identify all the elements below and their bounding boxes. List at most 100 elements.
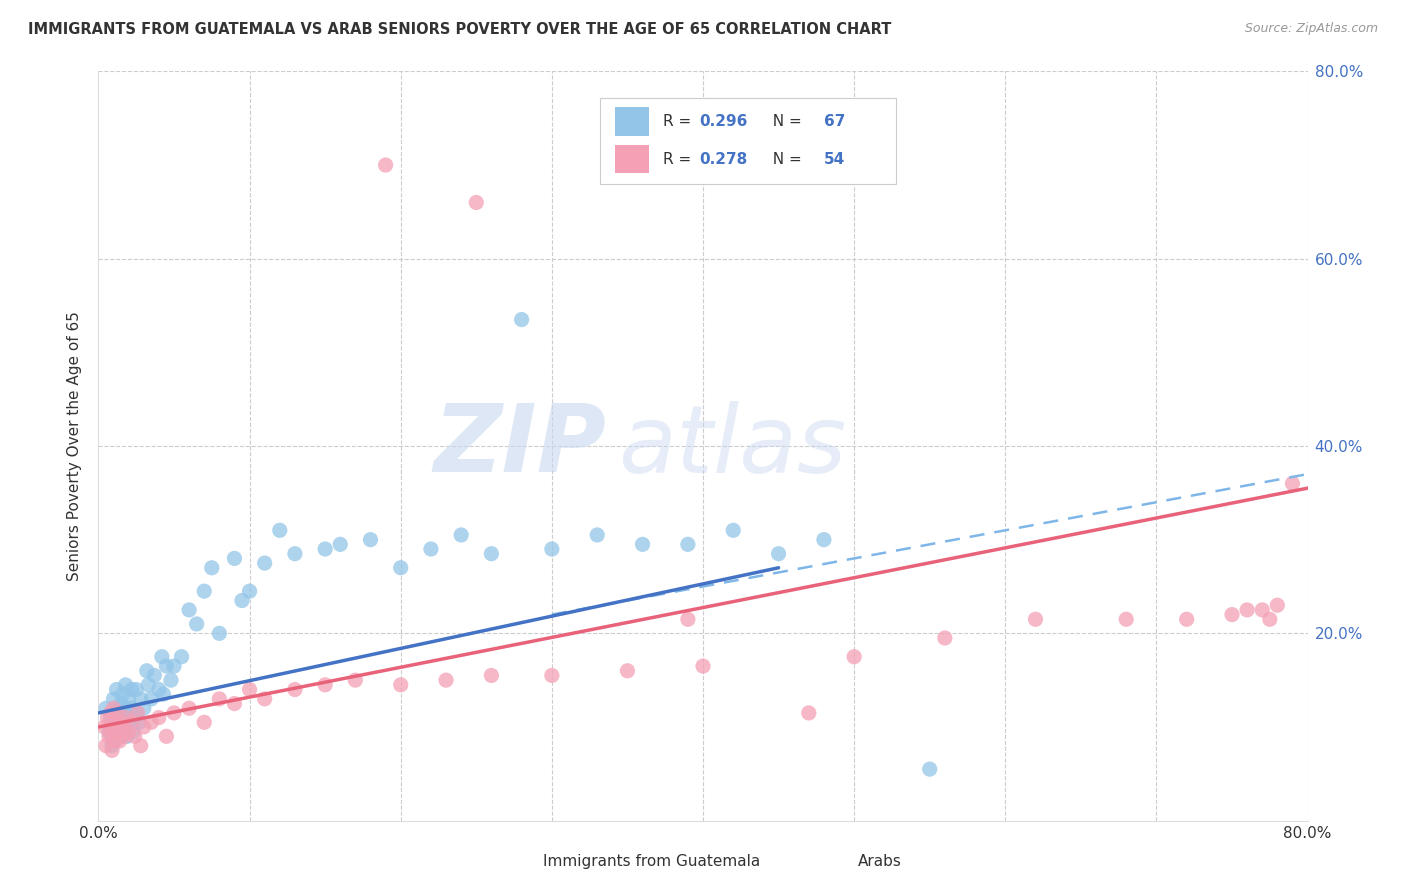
Point [155,730,177,744]
Point [136,678,159,692]
Point [135,664,157,678]
Y-axis label: Seniors Poverty Over the Age of 65: Seniors Poverty Over the Age of 65 [67,311,83,581]
Text: R =: R = [664,114,696,129]
Point [121,701,143,715]
Point [148,682,170,697]
Text: Immigrants from Guatemala: Immigrants from Guatemala [543,855,761,870]
Point [107,701,129,715]
Point [389,678,412,692]
Point [692,659,714,673]
Point [540,668,562,682]
Point [253,692,276,706]
Point [253,556,276,570]
Point [231,593,253,607]
Point [152,687,174,701]
Point [104,734,127,748]
Point [155,659,177,673]
Point [111,724,134,739]
Point [389,561,412,575]
Point [108,715,131,730]
Point [1251,603,1274,617]
Point [118,724,141,739]
Point [314,542,336,557]
Point [723,524,745,538]
Text: 54: 54 [824,152,845,167]
Point [329,537,352,551]
Point [143,668,166,682]
Point [110,697,132,711]
Point [129,739,152,753]
Point [813,533,835,547]
Text: N =: N = [763,152,807,167]
Point [434,673,457,688]
Point [107,720,129,734]
Point [360,533,382,547]
Point [160,673,183,688]
Point [112,730,135,744]
Point [344,673,367,688]
Point [163,706,186,720]
Point [114,678,136,692]
Point [224,697,246,711]
Point [94,739,117,753]
Point [208,692,231,706]
Point [105,706,128,720]
Point [111,710,134,724]
Point [101,743,124,757]
Point [374,158,396,172]
Point [797,706,820,720]
Point [186,617,208,632]
Point [481,547,503,561]
Point [96,710,118,724]
Text: Arabs: Arabs [858,855,901,870]
Point [98,730,121,744]
Point [114,701,136,715]
FancyBboxPatch shape [503,848,534,875]
Point [586,528,609,542]
Point [141,715,163,730]
FancyBboxPatch shape [818,848,848,875]
Point [108,734,131,748]
Point [1281,476,1303,491]
Point [1220,607,1243,622]
Point [111,687,134,701]
Text: N =: N = [763,114,807,129]
FancyBboxPatch shape [614,145,648,173]
Point [100,724,122,739]
Point [420,542,443,557]
Point [125,682,148,697]
Point [94,701,117,715]
Point [127,706,149,720]
Point [103,701,125,715]
Point [122,724,145,739]
Point [1024,612,1046,626]
Point [120,715,142,730]
Point [114,710,136,724]
Point [98,724,121,739]
Point [1236,603,1258,617]
Text: 67: 67 [824,114,845,129]
Point [105,724,128,739]
Point [768,547,790,561]
Point [481,668,503,682]
Point [676,537,699,551]
Point [110,715,132,730]
Point [103,692,125,706]
Point [193,715,215,730]
Point [129,692,152,706]
Point [100,706,122,720]
Point [93,720,115,734]
Point [150,649,173,664]
Point [141,692,163,706]
Point [121,682,143,697]
FancyBboxPatch shape [600,97,897,184]
Point [105,682,128,697]
Point [107,724,129,739]
Point [118,706,141,720]
Point [208,626,231,640]
Point [1258,612,1281,626]
Point [103,715,125,730]
Point [163,659,186,673]
Text: IMMIGRANTS FROM GUATEMALA VS ARAB SENIORS POVERTY OVER THE AGE OF 65 CORRELATION: IMMIGRANTS FROM GUATEMALA VS ARAB SENIOR… [28,22,891,37]
Point [450,528,472,542]
